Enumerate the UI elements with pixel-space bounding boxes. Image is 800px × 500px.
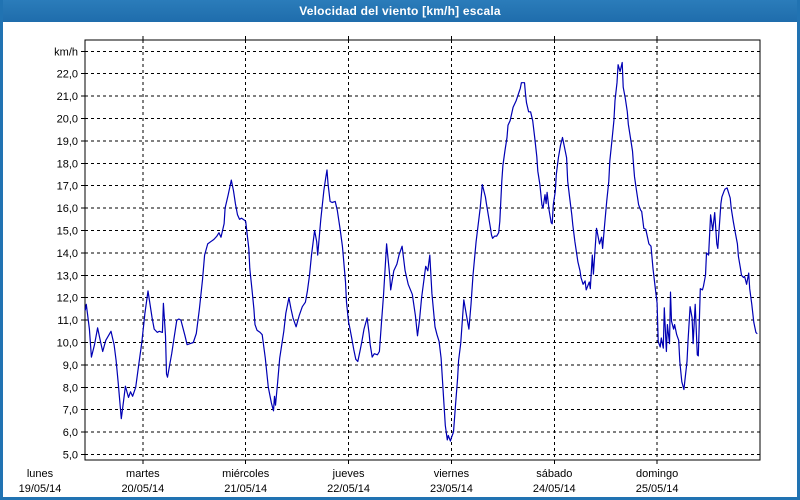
y-tick-label: 10,0 (57, 338, 78, 350)
x-day-label: lunes (27, 468, 54, 480)
y-tick-label: 11,0 (57, 315, 78, 327)
y-tick-label: 8,0 (63, 382, 78, 394)
y-tick-label: 15,0 (57, 226, 78, 238)
axis-ticks (81, 36, 658, 464)
title-bar: Velocidad del viento [km/h] escala (3, 0, 797, 22)
y-tick-label: 12,0 (57, 293, 78, 305)
x-date-label: 25/05/14 (636, 483, 679, 495)
y-tick-label: 9,0 (63, 360, 78, 372)
x-date-label: 19/05/14 (19, 483, 62, 495)
x-day-label: sábado (536, 468, 572, 480)
y-tick-label: 13,0 (57, 270, 78, 282)
plot-grid (85, 40, 760, 460)
x-date-label: 22/05/14 (327, 483, 370, 495)
y-tick-label: 18,0 (57, 158, 78, 170)
x-date-label: 21/05/14 (224, 483, 267, 495)
x-day-label: jueves (332, 468, 365, 480)
y-axis-unit-label: km/h (54, 46, 78, 58)
x-day-label: viernes (434, 468, 470, 480)
wind-speed-line (84, 61, 758, 442)
window-title: Velocidad del viento [km/h] escala (299, 4, 501, 18)
y-tick-label: 14,0 (57, 248, 78, 260)
y-tick-label: 20,0 (57, 114, 78, 126)
wind-speed-chart: km/h 22,0 21,0 20,0 19,0 18,0 17,0 16,0 15,0 14,0… (19, 36, 761, 495)
y-tick-label: 19,0 (57, 136, 78, 148)
x-date-label: 24/05/14 (533, 483, 576, 495)
x-day-label: martes (126, 468, 160, 480)
y-tick-label: 6,0 (63, 427, 78, 439)
y-tick-label: 17,0 (57, 181, 78, 193)
x-date-label: 20/05/14 (121, 483, 164, 495)
plot-border (84, 39, 761, 461)
y-tick-label: 7,0 (63, 405, 78, 417)
y-tick-label: 21,0 (57, 91, 78, 103)
series-layer (84, 61, 758, 442)
y-tick-label: 22,0 (57, 69, 78, 81)
chart-area: km/h 22,0 21,0 20,0 19,0 18,0 17,0 16,0 15,0 14,0… (3, 22, 797, 497)
x-day-label: domingo (636, 468, 678, 480)
x-date-label: 23/05/14 (430, 483, 473, 495)
x-axis-labels: lunes 19/05/14 martes 20/05/14 miércoles 21/0… (19, 468, 679, 495)
y-tick-label: 5,0 (63, 450, 78, 462)
y-tick-label: 16,0 (57, 203, 78, 215)
y-axis-labels: km/h 22,0 21,0 20,0 19,0 18,0 17,0 16,0 15,0 14,0… (54, 46, 78, 461)
x-day-label: miércoles (222, 468, 270, 480)
